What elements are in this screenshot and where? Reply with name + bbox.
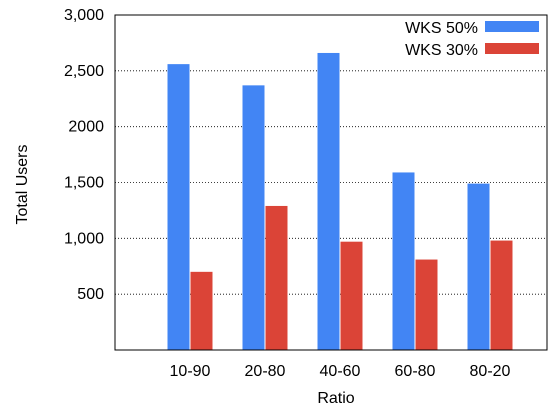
x-tick-label: 60-80 [395,363,436,380]
x-axis-title: Ratio [317,390,354,407]
y-axis: 500 1,000 1,500 2000 2,500 3,000 [64,7,104,303]
legend-swatch [485,21,539,32]
bars [167,52,513,350]
bar [490,240,513,350]
x-axis: 10-90 20-80 40-60 60-80 80-20 [170,363,511,380]
legend-label: WKS 30% [405,42,478,59]
y-tick-label: 2,500 [64,63,104,80]
bar [242,85,265,350]
bar [467,183,490,350]
bar [317,52,340,350]
y-tick-label: 500 [77,286,104,303]
legend-swatch [485,43,539,54]
x-tick-label: 20-80 [245,363,286,380]
bar [415,259,438,350]
x-tick-label: 80-20 [470,363,511,380]
y-tick-label: 2000 [68,119,104,136]
bar [190,271,213,350]
bar [392,172,415,350]
legend-label: WKS 50% [405,20,478,37]
bar [340,241,363,350]
bar [265,205,288,350]
y-tick-label: 1,000 [64,230,104,247]
x-tick-label: 40-60 [320,363,361,380]
bar [167,64,190,350]
y-tick-label: 1,500 [64,175,104,192]
legend: WKS 50% WKS 30% [405,20,539,59]
y-tick-label: 3,000 [64,7,104,24]
y-axis-title: Total Users [14,144,31,224]
x-tick-label: 10-90 [170,363,211,380]
plot-frame [114,14,548,351]
